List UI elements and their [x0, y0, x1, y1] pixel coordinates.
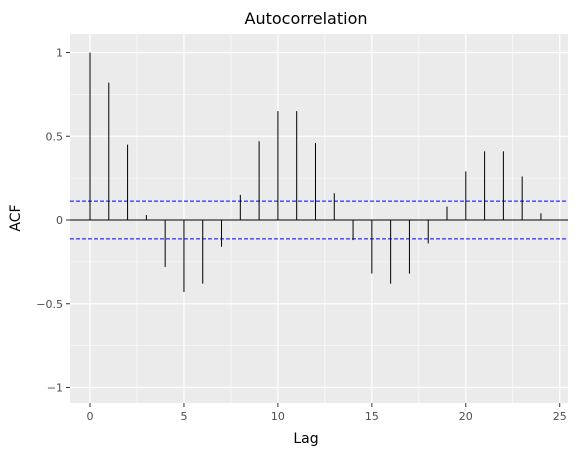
plot-panel [70, 34, 568, 403]
grid-minor [70, 34, 568, 403]
y-tick-label: 1 [56, 47, 63, 60]
x-tick-label: 20 [459, 410, 473, 423]
chart-title: Autocorrelation [245, 9, 368, 28]
y-axis-title: ACF [8, 204, 24, 231]
x-axis-ticks: 0 5 10 15 20 25 [87, 403, 567, 423]
y-tick-label: 0 [56, 214, 63, 227]
x-tick-label: 15 [365, 410, 379, 423]
y-tick-label: −1 [47, 382, 63, 395]
y-tick-label: 0.5 [46, 130, 64, 143]
y-tick-label: −0.5 [36, 298, 63, 311]
x-tick-label: 10 [271, 410, 285, 423]
x-tick-label: 5 [180, 410, 187, 423]
x-tick-label: 25 [553, 410, 567, 423]
x-axis-title: Lag [293, 431, 318, 447]
x-tick-label: 0 [87, 410, 94, 423]
y-axis-ticks: −1 −0.5 0 0.5 1 [36, 47, 70, 395]
acf-stems [89, 52, 542, 293]
